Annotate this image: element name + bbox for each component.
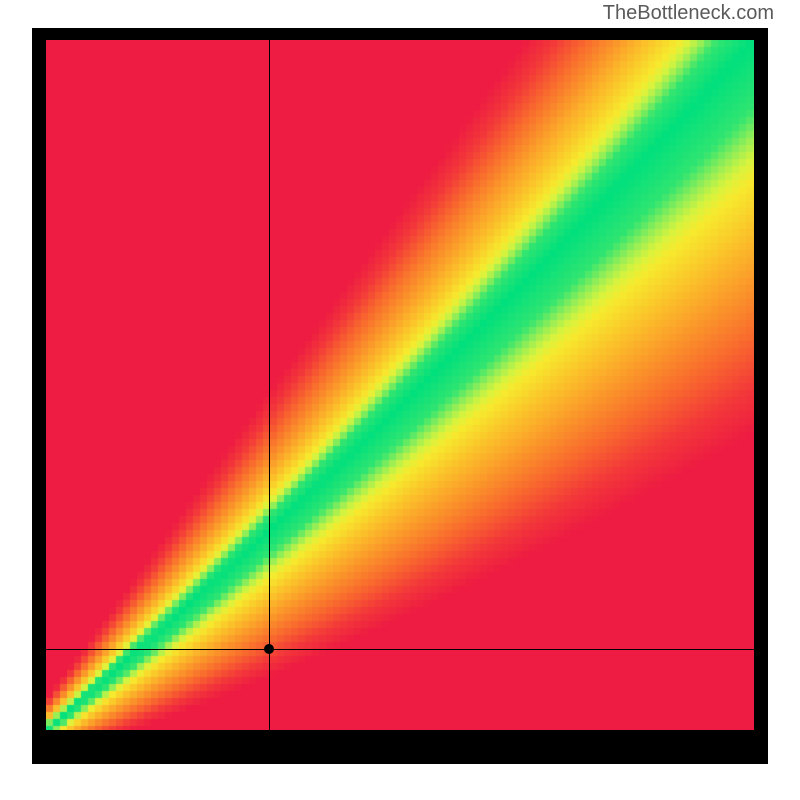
crosshair-marker [264, 644, 274, 654]
attribution-text: TheBottleneck.com [603, 2, 774, 25]
image-root: TheBottleneck.com [0, 0, 800, 800]
crosshair-vertical [269, 40, 270, 730]
crosshair-horizontal [46, 649, 754, 650]
plot-area [46, 40, 754, 730]
heatmap-canvas [46, 40, 754, 730]
